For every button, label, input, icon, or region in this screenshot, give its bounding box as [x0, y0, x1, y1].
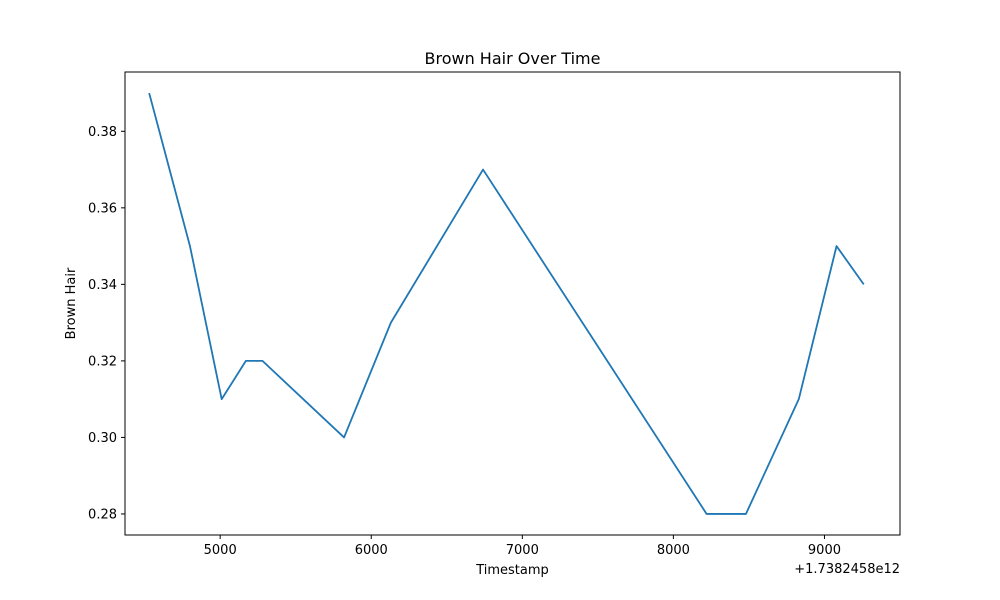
- x-tick-label: 8000: [657, 543, 690, 558]
- y-axis-ticks: 0.28 0.30 0.32 0.34 0.36 0.38: [88, 125, 125, 522]
- y-tick-label: 0.36: [88, 201, 117, 216]
- y-tick-label: 0.38: [88, 125, 117, 140]
- x-tick-label: 6000: [355, 543, 388, 558]
- y-tick-label: 0.30: [88, 431, 117, 446]
- x-axis-ticks: 5000 6000 7000 8000 9000: [204, 535, 841, 558]
- x-tick-label: 7000: [506, 543, 539, 558]
- x-axis-label: Timestamp: [475, 563, 549, 578]
- y-tick-label: 0.28: [88, 507, 117, 522]
- data-layer: [148, 92, 865, 515]
- y-tick-label: 0.34: [88, 278, 117, 293]
- x-tick-label: 9000: [808, 543, 841, 558]
- x-axis-offset-label: +1.7382458e12: [794, 562, 900, 577]
- y-axis-label: Brown Hair: [64, 267, 79, 339]
- series-line: [148, 92, 865, 515]
- plot-area: [125, 72, 900, 535]
- plot-frame: [124, 71, 901, 536]
- y-tick-label: 0.32: [88, 354, 117, 369]
- x-tick-label: 5000: [204, 543, 237, 558]
- chart-title: Brown Hair Over Time: [425, 49, 601, 68]
